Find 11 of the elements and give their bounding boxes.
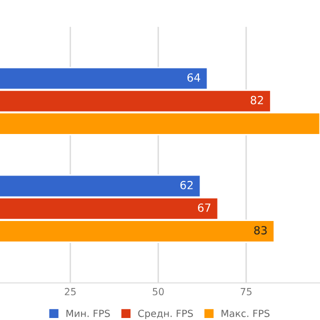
data-label: 67 [198, 203, 210, 212]
x-tick-label: 50 [152, 288, 164, 296]
data-label: 64 [187, 73, 200, 82]
legend-label: Мин. FPS [66, 310, 110, 318]
data-label: 62 [180, 180, 193, 190]
legend-label: Макс. FPS [222, 310, 270, 318]
x-tick-label: 25 [64, 288, 76, 296]
data-label: 83 [254, 226, 267, 234]
x-tick-label: 75 [240, 288, 252, 296]
data-label: 82 [250, 96, 263, 104]
legend-label: Средн. FPS [138, 310, 193, 319]
